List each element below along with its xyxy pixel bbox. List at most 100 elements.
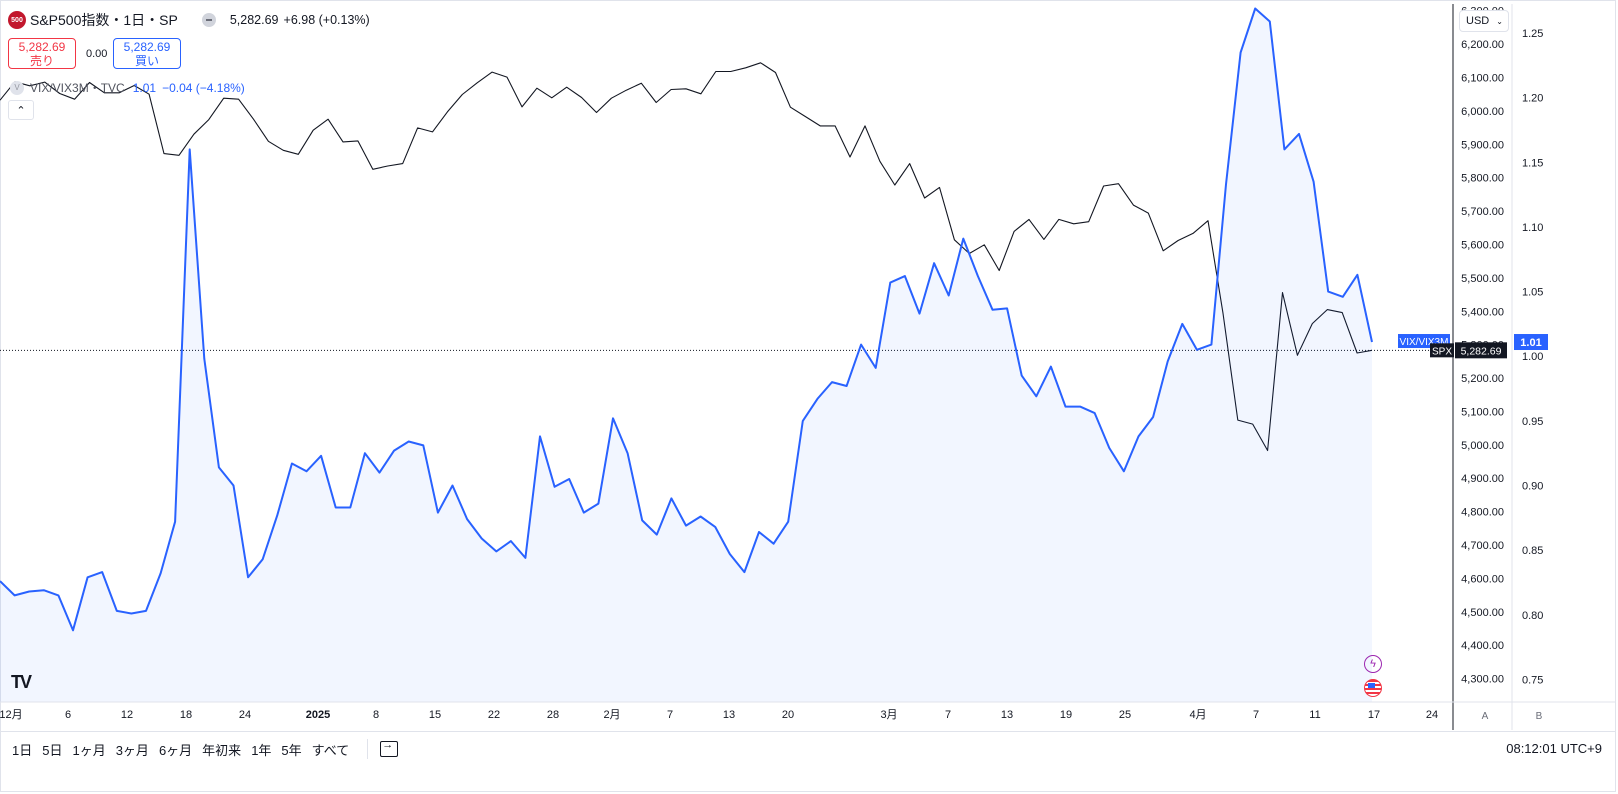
range-all[interactable]: すべて xyxy=(311,742,350,758)
range-ytd[interactable]: 年初来 xyxy=(202,742,242,758)
left-axis-tick: 4,300.00 xyxy=(1461,674,1504,686)
x-axis-tick: 17 xyxy=(1368,709,1380,721)
overlay-value: 1.01 xyxy=(132,80,157,95)
range-6m[interactable]: 6ヶ月 xyxy=(158,742,193,758)
x-axis-tick: 12月 xyxy=(0,709,23,721)
right-axis-tick: 1.20 xyxy=(1522,93,1543,105)
minus-icon[interactable] xyxy=(201,13,216,27)
scale-b-button[interactable]: B xyxy=(1535,710,1543,722)
left-axis-tick: 5,400.00 xyxy=(1461,306,1504,318)
left-axis-tick: 4,800.00 xyxy=(1461,507,1504,519)
left-axis-tick: 5,600.00 xyxy=(1461,239,1504,251)
right-axis-tick: 1.15 xyxy=(1522,157,1543,169)
overlay-change: −0.04 (−4.18%) xyxy=(162,80,245,95)
right-axis-tick: 1.10 xyxy=(1522,222,1543,234)
x-axis-tick: 7 xyxy=(1253,709,1259,721)
x-axis-tick: 7 xyxy=(667,709,673,721)
scale-a-button[interactable]: A xyxy=(1481,710,1489,722)
ratio-name-badge-text: VIX/VIX3M xyxy=(1400,337,1449,348)
symbol-title[interactable]: S&P500指数・1日・SP xyxy=(30,12,178,28)
left-axis-tick: 4,900.00 xyxy=(1461,473,1504,485)
x-axis-tick: 22 xyxy=(488,709,500,721)
buy-label: 買い xyxy=(134,54,159,68)
left-axis-tick: 5,500.00 xyxy=(1461,273,1504,285)
symbol-header[interactable]: 500 S&P500指数・1日・SP 5,282.69 +6.98 (+0.13… xyxy=(8,10,374,30)
vix-vix3m-line[interactable] xyxy=(0,7,1373,632)
x-axis-tick: 7 xyxy=(945,709,951,721)
right-axis-tick: 0.80 xyxy=(1522,610,1543,622)
spx-last-badge xyxy=(1455,342,1507,359)
right-axis-tick: 0.75 xyxy=(1522,674,1543,686)
left-axis-tick: 5,900.00 xyxy=(1461,139,1504,151)
calendar-goto-icon[interactable] xyxy=(380,739,399,757)
sell-label: 売り xyxy=(29,54,54,68)
x-axis-tick: 11 xyxy=(1309,709,1320,721)
tradingview-logo[interactable]: TV xyxy=(11,672,32,692)
currency-select[interactable]: USD ⌄ xyxy=(1459,10,1509,32)
price-change: +6.98 (+0.13%) xyxy=(283,13,370,27)
spx-name-badge-text: SPX xyxy=(1432,346,1452,357)
x-axis-tick: 12 xyxy=(121,709,133,721)
overlay-symbol-icon: V xyxy=(10,80,24,95)
left-axis-tick: 6,000.00 xyxy=(1461,106,1504,118)
currency-label: USD xyxy=(1466,15,1490,27)
x-axis-tick: 15 xyxy=(429,709,441,721)
spx-last-badge-text: 5,282.69 xyxy=(1461,345,1502,357)
x-axis-tick: 6 xyxy=(65,709,71,721)
x-axis-tick: 8 xyxy=(373,709,379,721)
x-axis-tick: 4月 xyxy=(1189,709,1206,721)
chevron-down-icon: ⌄ xyxy=(1496,16,1503,26)
range-1d[interactable]: 1日 xyxy=(12,742,33,758)
spread-value: 0.00 xyxy=(86,48,108,60)
range-5d[interactable]: 5日 xyxy=(42,742,63,758)
range-5y[interactable]: 5年 xyxy=(281,742,302,758)
buy-button[interactable]: 5,282.69 買い xyxy=(113,38,181,69)
x-axis-tick: 20 xyxy=(782,709,794,721)
right-axis-tick: 1.05 xyxy=(1522,287,1543,299)
x-axis-tick: 24 xyxy=(1426,709,1438,721)
x-axis-tick: 13 xyxy=(723,709,735,721)
left-axis-tick: 4,400.00 xyxy=(1461,640,1504,652)
range-3m[interactable]: 3ヶ月 xyxy=(115,742,149,758)
ratio-last-badge-text: 1.01 xyxy=(1520,337,1541,349)
vix-vix3m-area xyxy=(0,8,1372,702)
left-axis-tick: 5,700.00 xyxy=(1461,206,1504,218)
lightning-icon[interactable]: ϟ xyxy=(1364,655,1382,673)
right-axis-tick: 1.25 xyxy=(1522,28,1543,40)
left-axis-tick: 6,200.00 xyxy=(1461,39,1504,51)
left-axis-tick: 5,200.00 xyxy=(1461,373,1504,385)
x-axis-tick: 13 xyxy=(1001,709,1013,721)
spx-line[interactable] xyxy=(0,62,1373,452)
x-axis-tick: 28 xyxy=(547,709,559,721)
right-axis-tick: 0.85 xyxy=(1522,545,1543,557)
left-axis-tick: 5,100.00 xyxy=(1461,406,1504,418)
overlay-legend[interactable]: V VIX/VIX3M・TVC 1.01 −0.04 (−4.18%) xyxy=(10,79,251,96)
sell-button[interactable]: 5,282.69 売り xyxy=(8,38,76,69)
left-axis-tick: 5,000.00 xyxy=(1461,440,1504,452)
spx-name-badge xyxy=(1430,343,1454,358)
right-axis-tick: 1.00 xyxy=(1522,351,1543,363)
x-axis-tick: 3月 xyxy=(880,709,897,721)
right-axis-tick: 0.90 xyxy=(1522,480,1543,492)
range-1y[interactable]: 1年 xyxy=(251,742,272,758)
x-axis-tick: 2025 xyxy=(306,709,330,721)
x-axis-tick: 25 xyxy=(1119,709,1131,721)
overlay-name[interactable]: VIX/VIX3M・TVC xyxy=(30,81,125,95)
bottom-toolbar: 1日 5日 1ヶ月 3ヶ月 6ヶ月 年初来 1年 5年 すべて 08:12:01… xyxy=(0,731,1616,766)
x-axis-tick: 18 xyxy=(180,709,192,721)
left-axis-tick: 4,500.00 xyxy=(1461,607,1504,619)
left-axis-tick: 4,700.00 xyxy=(1461,540,1504,552)
left-axis-tick: 6,100.00 xyxy=(1461,72,1504,84)
left-axis-tick: 5,800.00 xyxy=(1461,173,1504,185)
us-flag-icon[interactable] xyxy=(1364,679,1382,697)
buy-price: 5,282.69 xyxy=(123,40,171,54)
range-1m[interactable]: 1ヶ月 xyxy=(72,742,106,758)
sp500-logo: 500 xyxy=(8,11,26,29)
sell-price: 5,282.69 xyxy=(18,40,66,54)
ratio-last-badge xyxy=(1514,334,1548,351)
clock-readout[interactable]: 08:12:01 UTC+9 xyxy=(1506,741,1602,756)
collapse-legend-button[interactable]: ⌃ xyxy=(8,100,34,120)
right-axis-tick: 0.95 xyxy=(1522,416,1543,428)
